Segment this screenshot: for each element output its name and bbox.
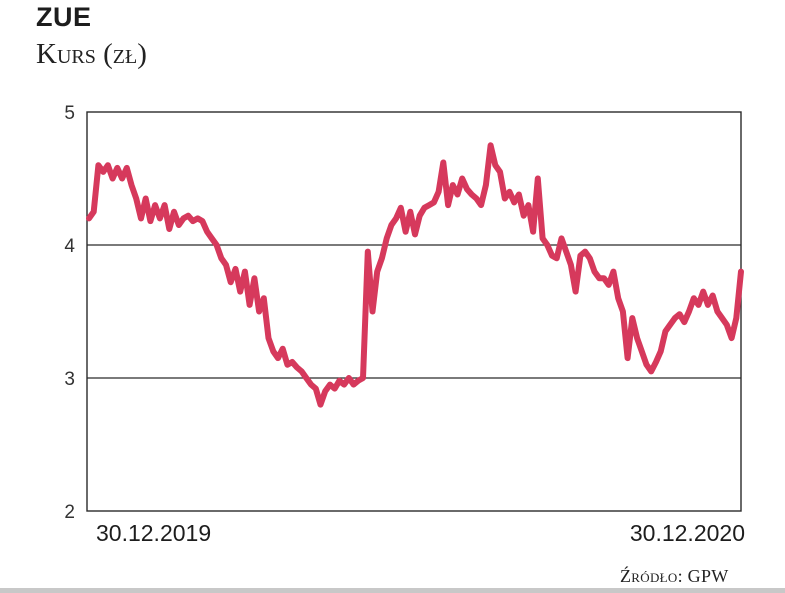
y-tick-label-2: 2 — [64, 502, 75, 523]
x-label-end: 30.12.2020 — [630, 520, 745, 546]
bottom-edge — [0, 588, 785, 593]
x-label-start: 30.12.2019 — [96, 520, 211, 546]
gridlines — [87, 244, 741, 379]
price-line — [86, 142, 744, 408]
chart-subtitle: Kurs (zł) — [36, 38, 147, 70]
y-tick-label-3: 3 — [64, 369, 75, 390]
y-tick-label-4: 4 — [64, 236, 75, 257]
source-note: Źródło: GPW — [620, 566, 729, 586]
y-tick-label-5: 5 — [64, 103, 75, 124]
chart-title: ZUE — [36, 2, 92, 32]
y-axis-ticks: 5 4 3 2 — [64, 103, 75, 523]
plot-frame — [86, 111, 742, 512]
